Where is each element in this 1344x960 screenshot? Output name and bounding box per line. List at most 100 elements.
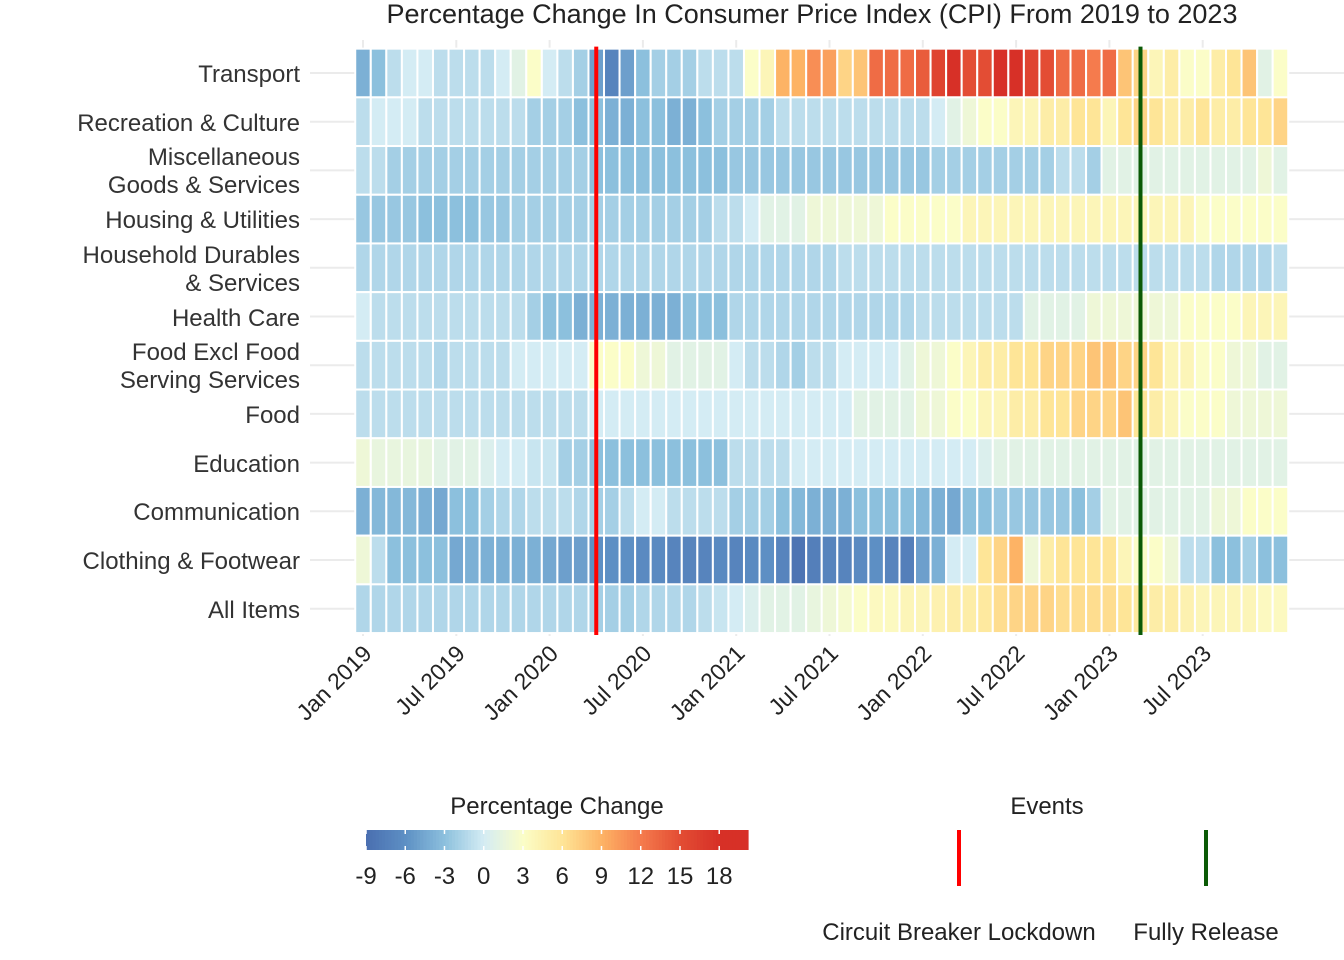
legend-swatch [426,830,431,850]
heat-cell [463,47,481,99]
heat-cell [1225,388,1243,440]
heat-cell [711,242,730,294]
legend-tick-label: -6 [395,863,416,890]
heat-cell [1225,583,1243,635]
heat-cell [494,291,512,342]
heat-cell [1085,145,1103,196]
heat-cell [649,242,668,294]
heat-cell [789,583,808,635]
heat-cell [1038,485,1056,537]
heat-cell [478,242,497,294]
legend-swatch [633,830,638,850]
heat-cell [509,339,528,391]
heat-cell [1178,96,1196,148]
heat-cell [1162,242,1181,294]
legend-swatch [572,830,577,850]
heat-cell [603,534,621,586]
heat-cell [478,534,497,586]
heat-cell [805,388,823,440]
legend-tick-label: 3 [516,863,529,890]
heat-cell [1053,534,1072,586]
heat-cell [354,583,372,635]
heat-cell [1116,47,1134,99]
heat-cell [851,47,870,99]
heat-cell [976,291,994,342]
heat-cell [1225,193,1243,245]
heat-cell [556,339,574,391]
heat-cell [696,47,714,99]
legend-swatch [515,830,520,850]
legend-swatch [471,830,475,850]
heat-cell [696,485,714,537]
heat-cell [882,96,901,148]
heat-cell [618,47,637,99]
legend-swatch [369,830,373,850]
heat-cell [1209,193,1228,245]
heat-cell [571,291,590,342]
heat-cell [836,583,854,635]
heat-cell [369,193,388,245]
legend-swatch [442,830,447,850]
heat-cell [634,534,652,586]
heat-cell [1085,437,1103,488]
heat-cell [1240,485,1259,537]
heat-cell [665,47,683,99]
heat-cell [1193,96,1212,148]
heat-cell [1007,339,1025,391]
heat-cell [696,534,714,586]
heat-cell [711,339,730,391]
heat-cell [836,485,854,537]
heat-cell [556,534,574,586]
legend-tick-label: 18 [706,863,733,890]
heat-cell [680,388,699,440]
legend-swatch [429,830,434,850]
heat-cell [1116,291,1134,342]
heat-cell [1007,485,1025,537]
heat-cell [929,291,948,342]
heat-cell [494,534,512,586]
heat-cell [1209,291,1228,342]
heat-cell [603,437,621,488]
heat-cell [649,145,668,196]
heat-cell [400,47,419,99]
heat-cell [1007,242,1025,294]
legend-swatch [467,830,472,850]
heat-cell [867,242,885,294]
heat-cell [789,242,808,294]
heat-cell [898,145,917,196]
legend-swatch [617,830,622,850]
heat-cell [1193,145,1212,196]
heat-cell [991,339,1010,391]
heat-cell [649,47,668,99]
heat-cell [447,437,466,488]
heat-cell [1162,291,1181,342]
heat-cell [1225,47,1243,99]
heat-cell [634,193,652,245]
legend-swatch [461,830,466,850]
heat-cell [680,291,699,342]
heat-cell [960,485,979,537]
heat-cell [400,437,419,488]
heat-cell [945,242,963,294]
heat-cell [385,193,403,245]
heat-cell [929,534,948,586]
heat-cell [571,339,590,391]
heat-cell [400,339,419,391]
heat-cell [898,193,917,245]
heat-cell [416,96,434,148]
heat-cell [1147,47,1165,99]
heat-cell [1085,485,1103,537]
heat-cell [354,145,372,196]
heat-cell [447,193,466,245]
heat-cell [447,96,466,148]
heat-cell [1209,145,1228,196]
heat-cell [1085,242,1103,294]
legend-tick-label: -3 [434,863,455,890]
heat-cell [789,485,808,537]
heat-cell [945,339,963,391]
heat-cell [1038,242,1056,294]
heat-cell [929,583,948,635]
heat-cell [696,96,714,148]
heat-cell [991,291,1010,342]
heat-cell [1256,193,1274,245]
